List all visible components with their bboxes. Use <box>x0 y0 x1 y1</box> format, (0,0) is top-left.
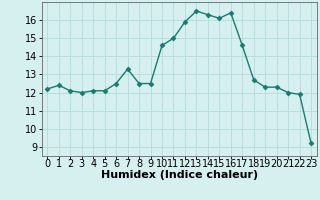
X-axis label: Humidex (Indice chaleur): Humidex (Indice chaleur) <box>100 170 258 180</box>
